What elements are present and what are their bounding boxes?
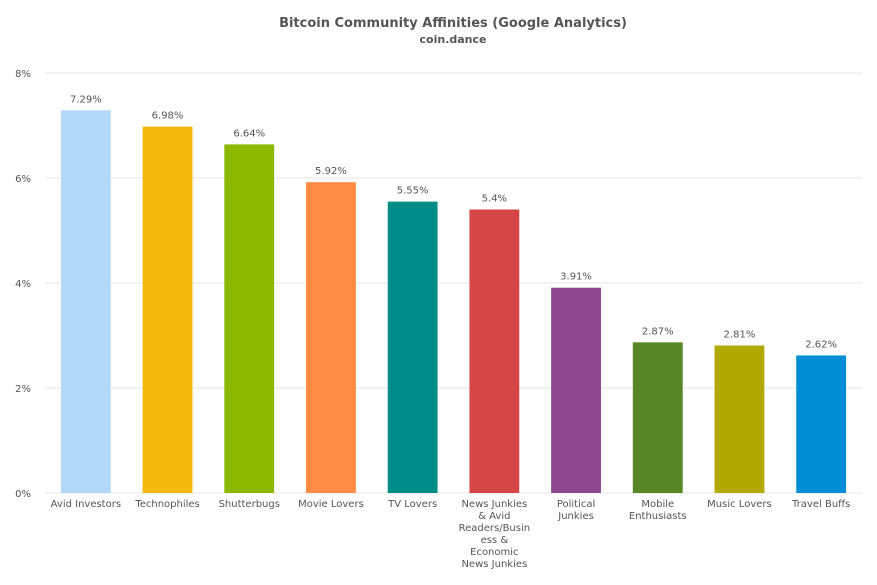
data-labels: 7.29% 6.98% 6.64% 5.92% 5.55% 5.4% 3.91% 2.87% 2… — [70, 94, 837, 350]
bar — [60, 110, 111, 494]
x-category-label: Enthusiasts — [629, 511, 687, 522]
data-label: 3.91% — [560, 272, 592, 283]
data-label: 6.98% — [152, 111, 184, 122]
x-category-label: Technophiles — [134, 499, 199, 510]
y-tick-label: 6% — [15, 174, 31, 185]
bar — [142, 126, 193, 494]
bar — [551, 287, 601, 493]
y-tick-label: 8% — [15, 69, 31, 80]
bar — [306, 182, 356, 493]
x-category-label: TV Lovers — [387, 499, 437, 510]
bars — [60, 110, 847, 494]
x-category-label: Junkies — [557, 511, 594, 522]
x-category-label: Avid Investors — [51, 499, 121, 510]
data-label: 5.4% — [482, 194, 507, 205]
x-category-label: Economic — [470, 547, 518, 558]
x-category-label: Mobile — [641, 499, 674, 510]
y-axis-ticks: 0% 2% 4% 6% 8% — [15, 69, 31, 500]
x-axis-categories: Avid Investors Technophiles Shutterbugs Mov… — [51, 499, 851, 570]
chart-title: Bitcoin Community Affinities (Google Ana… — [279, 16, 627, 31]
bar — [714, 345, 765, 493]
data-label: 7.29% — [70, 94, 102, 105]
x-category-label: Movie Lovers — [298, 499, 364, 510]
x-category-label: News Junkies — [461, 559, 527, 570]
bar — [796, 355, 847, 493]
chart-subtitle: coin.dance — [420, 33, 487, 46]
x-category-label: Travel Buffs — [791, 499, 850, 510]
y-tick-label: 4% — [15, 279, 31, 290]
data-label: 5.55% — [397, 186, 429, 197]
bar — [469, 209, 520, 493]
data-label: 2.81% — [724, 329, 756, 340]
data-label: 6.64% — [233, 128, 265, 139]
x-category-label: Political — [557, 499, 595, 510]
y-tick-label: 0% — [15, 489, 31, 500]
x-category-label: Readers/Busin — [459, 523, 531, 534]
data-label: 2.62% — [805, 339, 837, 350]
x-category-label: & Avid — [478, 511, 510, 522]
x-category-label: Music Lovers — [707, 499, 772, 510]
bar — [387, 201, 438, 493]
x-category-label: News Junkies — [461, 499, 527, 510]
bar — [224, 144, 275, 493]
x-category-label: Shutterbugs — [219, 499, 280, 510]
y-tick-label: 2% — [15, 384, 31, 395]
data-label: 2.87% — [642, 326, 674, 337]
x-category-label: ess & — [481, 535, 509, 546]
data-label: 5.92% — [315, 166, 347, 177]
bar — [632, 342, 683, 493]
